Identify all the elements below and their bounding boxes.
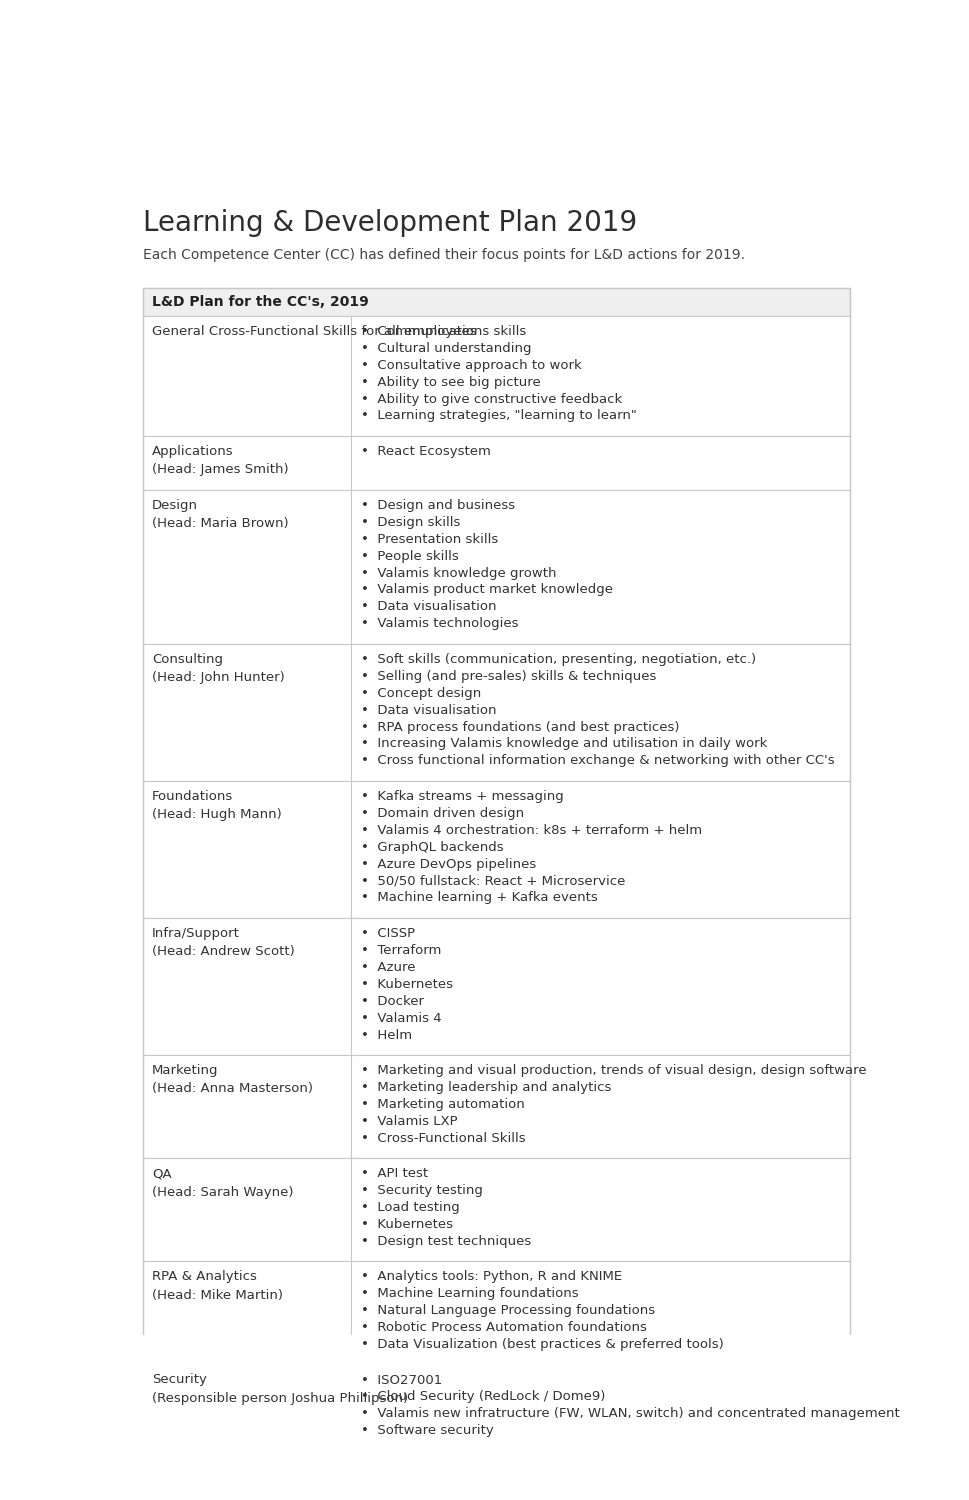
Bar <box>142 288 849 315</box>
Text: (Head: Andrew Scott): (Head: Andrew Scott) <box>152 945 295 958</box>
Text: •  Load testing: • Load testing <box>360 1202 459 1214</box>
Text: •  Valamis knowledge growth: • Valamis knowledge growth <box>360 567 555 579</box>
Bar <box>142 1054 849 1158</box>
Text: •  Valamis new infratructure (FW, WLAN, switch) and concentrated management: • Valamis new infratructure (FW, WLAN, s… <box>360 1407 898 1420</box>
Text: (Head: Sarah Wayne): (Head: Sarah Wayne) <box>152 1185 294 1198</box>
Text: •  Kafka streams + messaging: • Kafka streams + messaging <box>360 790 563 802</box>
Text: •  CISSP: • CISSP <box>360 927 415 940</box>
Text: •  Marketing automation: • Marketing automation <box>360 1098 524 1112</box>
Bar <box>142 1158 849 1262</box>
Text: General Cross-Functional Skills for all employees: General Cross-Functional Skills for all … <box>152 326 477 338</box>
Text: •  Helm: • Helm <box>360 1029 412 1041</box>
Text: •  Design test techniques: • Design test techniques <box>360 1234 530 1248</box>
Bar <box>142 489 849 644</box>
Bar <box>142 1365 849 1450</box>
Text: •  Machine learning + Kafka events: • Machine learning + Kafka events <box>360 891 597 904</box>
Text: (Head: John Hunter): (Head: John Hunter) <box>152 672 285 684</box>
Text: (Head: Mike Martin): (Head: Mike Martin) <box>152 1288 283 1302</box>
Text: •  Consultative approach to work: • Consultative approach to work <box>360 358 580 372</box>
Text: (Head: Anna Masterson): (Head: Anna Masterson) <box>152 1083 313 1095</box>
Text: Learning & Development Plan 2019: Learning & Development Plan 2019 <box>142 210 637 237</box>
Text: •  Natural Language Processing foundations: • Natural Language Processing foundation… <box>360 1304 654 1317</box>
Text: •  Ability to give constructive feedback: • Ability to give constructive feedback <box>360 393 621 405</box>
Text: •  Software security: • Software security <box>360 1425 493 1437</box>
Text: •  Docker: • Docker <box>360 994 423 1008</box>
Text: (Head: Maria Brown): (Head: Maria Brown) <box>152 518 289 531</box>
Text: •  Soft skills (communication, presenting, negotiation, etc.): • Soft skills (communication, presenting… <box>360 652 755 666</box>
Text: •  React Ecosystem: • React Ecosystem <box>360 446 490 458</box>
Text: (Head: James Smith): (Head: James Smith) <box>152 464 289 477</box>
Text: •  Cloud Security (RedLock / Dome9): • Cloud Security (RedLock / Dome9) <box>360 1390 605 1404</box>
Text: •  People skills: • People skills <box>360 549 458 562</box>
Text: •  Communications skills: • Communications skills <box>360 326 525 338</box>
Text: Design: Design <box>152 500 198 512</box>
Text: •  Cross functional information exchange & networking with other CC's: • Cross functional information exchange … <box>360 754 833 768</box>
Text: •  Domain driven design: • Domain driven design <box>360 807 523 820</box>
Text: •  Valamis 4 orchestration: k8s + terraform + helm: • Valamis 4 orchestration: k8s + terrafo… <box>360 824 702 837</box>
Text: •  Ability to see big picture: • Ability to see big picture <box>360 375 540 388</box>
Text: •  Kubernetes: • Kubernetes <box>360 1218 453 1231</box>
Text: •  Design skills: • Design skills <box>360 516 459 528</box>
Text: •  Kubernetes: • Kubernetes <box>360 978 453 990</box>
Text: Security: Security <box>152 1374 207 1386</box>
Text: •  Valamis product market knowledge: • Valamis product market knowledge <box>360 584 612 597</box>
Text: •  Increasing Valamis knowledge and utilisation in daily work: • Increasing Valamis knowledge and utili… <box>360 738 766 750</box>
Text: Marketing: Marketing <box>152 1064 219 1077</box>
Text: Applications: Applications <box>152 446 234 458</box>
Text: •  Presentation skills: • Presentation skills <box>360 532 497 546</box>
Bar <box>142 435 849 489</box>
Text: Each Competence Center (CC) has defined their focus points for L&D actions for 2: Each Competence Center (CC) has defined … <box>142 248 744 262</box>
Text: Foundations: Foundations <box>152 790 234 802</box>
Text: •  Learning strategies, "learning to learn": • Learning strategies, "learning to lear… <box>360 410 636 423</box>
Text: (Responsible person Joshua Phillipson): (Responsible person Joshua Phillipson) <box>152 1392 408 1406</box>
Text: •  GraphQL backends: • GraphQL backends <box>360 840 503 854</box>
Bar <box>142 918 849 1054</box>
Text: •  Marketing leadership and analytics: • Marketing leadership and analytics <box>360 1082 610 1094</box>
Text: •  Data visualisation: • Data visualisation <box>360 704 496 717</box>
Text: •  Cross-Functional Skills: • Cross-Functional Skills <box>360 1131 525 1144</box>
Bar <box>142 780 849 918</box>
Text: •  Valamis LXP: • Valamis LXP <box>360 1114 456 1128</box>
Text: •  Machine Learning foundations: • Machine Learning foundations <box>360 1287 578 1300</box>
Text: •  Data Visualization (best practices & preferred tools): • Data Visualization (best practices & p… <box>360 1338 723 1352</box>
Text: Consulting: Consulting <box>152 652 223 666</box>
Text: Infra/Support: Infra/Support <box>152 927 240 940</box>
Text: •  ISO27001: • ISO27001 <box>360 1374 442 1386</box>
Text: •  50/50 fullstack: React + Microservice: • 50/50 fullstack: React + Microservice <box>360 874 624 888</box>
Text: •  Terraform: • Terraform <box>360 944 441 957</box>
Text: (Head: Hugh Mann): (Head: Hugh Mann) <box>152 808 282 822</box>
Text: •  Marketing and visual production, trends of visual design, design software: • Marketing and visual production, trend… <box>360 1064 865 1077</box>
Text: •  Analytics tools: Python, R and KNIME: • Analytics tools: Python, R and KNIME <box>360 1270 621 1284</box>
Text: •  RPA process foundations (and best practices): • RPA process foundations (and best prac… <box>360 720 678 734</box>
Text: •  Data visualisation: • Data visualisation <box>360 600 496 613</box>
Text: •  Valamis technologies: • Valamis technologies <box>360 618 517 630</box>
Text: QA: QA <box>152 1167 172 1180</box>
Text: •  Security testing: • Security testing <box>360 1184 483 1197</box>
Text: RPA & Analytics: RPA & Analytics <box>152 1270 257 1284</box>
Text: •  Robotic Process Automation foundations: • Robotic Process Automation foundations <box>360 1322 646 1334</box>
Text: •  Valamis 4: • Valamis 4 <box>360 1011 441 1025</box>
Text: •  Cultural understanding: • Cultural understanding <box>360 342 531 354</box>
Text: •  Azure: • Azure <box>360 962 415 974</box>
Text: •  Design and business: • Design and business <box>360 500 515 512</box>
Text: •  Concept design: • Concept design <box>360 687 481 699</box>
Text: •  API test: • API test <box>360 1167 427 1180</box>
Text: L&D Plan for the CC's, 2019: L&D Plan for the CC's, 2019 <box>152 294 368 309</box>
Bar <box>142 1262 849 1365</box>
Bar <box>142 315 849 435</box>
Bar <box>142 644 849 780</box>
Text: •  Selling (and pre-sales) skills & techniques: • Selling (and pre-sales) skills & techn… <box>360 669 655 682</box>
Text: •  Azure DevOps pipelines: • Azure DevOps pipelines <box>360 858 536 870</box>
